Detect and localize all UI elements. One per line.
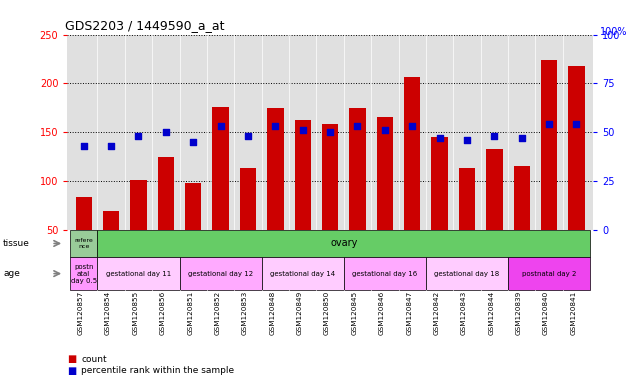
Bar bbox=[97, 257, 179, 290]
Bar bbox=[426, 257, 508, 290]
Point bbox=[133, 133, 144, 139]
Point bbox=[517, 135, 527, 141]
Bar bbox=[294, 121, 311, 230]
Bar bbox=[70, 257, 97, 290]
Text: gestational day 14: gestational day 14 bbox=[270, 271, 335, 276]
Bar bbox=[377, 118, 393, 230]
Text: count: count bbox=[81, 354, 107, 364]
Text: GSM120848: GSM120848 bbox=[269, 291, 276, 335]
Bar bbox=[349, 108, 366, 230]
Text: GSM120854: GSM120854 bbox=[105, 291, 111, 335]
Point bbox=[462, 137, 472, 143]
Text: GSM120840: GSM120840 bbox=[543, 291, 549, 335]
Point bbox=[435, 135, 445, 141]
Point bbox=[489, 133, 499, 139]
Text: GSM120842: GSM120842 bbox=[433, 291, 440, 335]
Bar bbox=[158, 157, 174, 230]
Bar bbox=[240, 168, 256, 230]
Bar bbox=[130, 180, 147, 230]
Text: GDS2203 / 1449590_a_at: GDS2203 / 1449590_a_at bbox=[65, 19, 224, 32]
Bar bbox=[103, 211, 119, 230]
Bar bbox=[322, 124, 338, 230]
Bar bbox=[508, 257, 590, 290]
Text: GSM120851: GSM120851 bbox=[187, 291, 193, 335]
Text: GSM120850: GSM120850 bbox=[324, 291, 330, 335]
Text: gestational day 11: gestational day 11 bbox=[106, 271, 171, 276]
Text: GSM120844: GSM120844 bbox=[488, 291, 494, 335]
Bar bbox=[76, 197, 92, 230]
Point bbox=[353, 123, 363, 129]
Point bbox=[243, 133, 253, 139]
Text: GSM120839: GSM120839 bbox=[516, 291, 522, 335]
Bar bbox=[486, 149, 503, 230]
Text: refere
nce: refere nce bbox=[74, 238, 93, 249]
Text: GSM120849: GSM120849 bbox=[297, 291, 303, 335]
Bar bbox=[569, 66, 585, 230]
Point bbox=[215, 123, 226, 129]
Point bbox=[79, 143, 89, 149]
Text: GSM120855: GSM120855 bbox=[133, 291, 138, 335]
Point bbox=[325, 129, 335, 135]
Y-axis label: 100%: 100% bbox=[600, 27, 628, 37]
Text: GSM120852: GSM120852 bbox=[215, 291, 221, 335]
Text: GSM120843: GSM120843 bbox=[461, 291, 467, 335]
Bar bbox=[431, 137, 448, 230]
Text: ■: ■ bbox=[67, 354, 76, 364]
Text: GSM120847: GSM120847 bbox=[406, 291, 412, 335]
Point bbox=[161, 129, 171, 135]
Bar bbox=[541, 60, 557, 230]
Text: GSM120856: GSM120856 bbox=[160, 291, 166, 335]
Point bbox=[106, 143, 116, 149]
Text: GSM120857: GSM120857 bbox=[78, 291, 84, 335]
Text: percentile rank within the sample: percentile rank within the sample bbox=[81, 366, 235, 375]
Point bbox=[407, 123, 417, 129]
Point bbox=[188, 139, 198, 145]
Text: ■: ■ bbox=[67, 366, 76, 376]
Bar bbox=[212, 107, 229, 230]
Bar bbox=[513, 166, 530, 230]
Text: ovary: ovary bbox=[330, 238, 358, 248]
Text: GSM120846: GSM120846 bbox=[379, 291, 385, 335]
Text: GSM120841: GSM120841 bbox=[570, 291, 576, 335]
Point bbox=[571, 121, 581, 127]
Bar bbox=[267, 108, 283, 230]
Bar bbox=[404, 78, 420, 230]
Text: GSM120845: GSM120845 bbox=[351, 291, 358, 335]
Point bbox=[271, 123, 281, 129]
Text: postnatal day 2: postnatal day 2 bbox=[522, 271, 576, 276]
Bar bbox=[70, 230, 97, 257]
Bar bbox=[179, 257, 262, 290]
Bar bbox=[344, 257, 426, 290]
Text: postn
atal
day 0.5: postn atal day 0.5 bbox=[71, 263, 97, 284]
Text: gestational day 16: gestational day 16 bbox=[353, 271, 417, 276]
Text: tissue: tissue bbox=[3, 239, 30, 248]
Point bbox=[297, 127, 308, 133]
Text: gestational day 18: gestational day 18 bbox=[435, 271, 499, 276]
Point bbox=[544, 121, 554, 127]
Text: age: age bbox=[3, 269, 20, 278]
Text: GSM120853: GSM120853 bbox=[242, 291, 248, 335]
Text: gestational day 12: gestational day 12 bbox=[188, 271, 253, 276]
Point bbox=[379, 127, 390, 133]
Bar bbox=[459, 168, 475, 230]
Bar bbox=[185, 183, 201, 230]
Bar bbox=[262, 257, 344, 290]
